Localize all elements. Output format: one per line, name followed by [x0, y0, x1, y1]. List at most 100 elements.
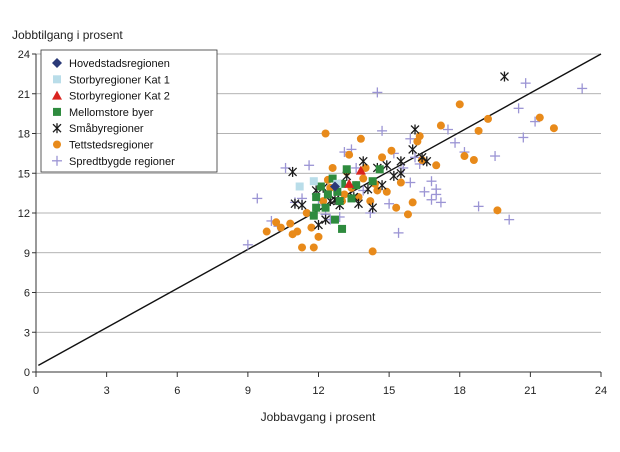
data-point	[577, 83, 588, 94]
data-point	[396, 178, 405, 187]
data-point	[442, 124, 453, 135]
axes: 0 3 6 9 12 15 18 21 24 0 3 6 9 12 15 18 21 24	[18, 49, 607, 397]
data-point	[410, 152, 421, 163]
data-point	[396, 168, 406, 179]
data-point	[328, 174, 337, 183]
data-point	[520, 78, 531, 89]
legend-marker	[52, 155, 62, 166]
data-point	[359, 174, 368, 183]
y-tick-label: 0	[24, 367, 30, 379]
x-axis-title: Jobbavgang i prosent	[261, 410, 376, 424]
legend-label: Storbyregioner Kat 2	[69, 91, 170, 103]
data-point	[450, 137, 461, 148]
data-point	[319, 197, 328, 206]
data-point	[377, 125, 388, 136]
data-point	[410, 124, 420, 135]
data-point	[518, 132, 529, 143]
data-point	[431, 184, 442, 195]
data-point	[484, 114, 492, 123]
x-tick-label: 12	[312, 385, 324, 397]
data-point	[312, 203, 321, 212]
data-point	[242, 239, 253, 250]
data-point	[340, 190, 349, 199]
data-point	[405, 133, 416, 144]
data-point	[354, 198, 363, 209]
data-point	[500, 71, 509, 82]
data-point	[403, 210, 412, 219]
data-point	[382, 160, 392, 171]
data-point	[309, 211, 318, 220]
data-point	[474, 126, 483, 135]
legend-marker	[53, 107, 61, 116]
data-point	[408, 144, 418, 155]
x-tick-label: 9	[245, 385, 251, 397]
x-tick-label: 0	[33, 385, 39, 397]
y-tick-label: 12	[18, 208, 30, 220]
data-point	[378, 153, 387, 162]
legend-marker	[52, 123, 62, 134]
data-point	[252, 193, 263, 204]
x-tick-label: 3	[104, 385, 110, 397]
data-point	[321, 129, 330, 138]
data-point	[345, 150, 354, 159]
data-point	[504, 214, 515, 225]
data-point	[368, 202, 378, 213]
data-point	[286, 219, 295, 228]
legend-marker	[52, 58, 62, 68]
y-tick-label: 3	[24, 327, 30, 339]
data-point	[316, 182, 325, 191]
x-tick-label: 6	[174, 385, 180, 397]
data-point	[351, 162, 362, 173]
data-point	[304, 160, 315, 171]
x-tick-label: 24	[595, 385, 607, 397]
data-point	[432, 161, 441, 170]
data-point	[368, 247, 377, 256]
data-point	[352, 181, 361, 190]
data-point	[276, 223, 285, 232]
legend-label: Storbyregioner Kat 1	[69, 74, 170, 86]
y-tick-label: 15	[18, 168, 30, 180]
data-point	[293, 227, 302, 236]
data-point	[262, 227, 271, 236]
data-point	[330, 215, 339, 224]
data-point	[314, 232, 323, 241]
data-point	[389, 170, 399, 181]
legend-label: Småbyregioner	[69, 123, 144, 135]
y-axis-title: Jobbtilgang i prosent	[12, 28, 123, 42]
data-point	[309, 243, 318, 252]
data-point	[335, 197, 344, 206]
data-point	[460, 152, 469, 161]
data-point	[396, 156, 406, 167]
data-point	[288, 166, 298, 177]
y-tick-label: 24	[18, 49, 30, 61]
data-point	[307, 223, 316, 232]
data-point	[356, 134, 365, 143]
y-tick-label: 21	[18, 89, 30, 101]
legend: Hovedstadsregionen Storbyregioner Kat 1 St…	[40, 49, 218, 173]
data-point	[272, 218, 281, 227]
data-point	[358, 156, 368, 167]
data-point	[298, 243, 307, 252]
data-point	[290, 198, 300, 209]
data-point	[408, 198, 417, 207]
legend-label: Spredtbygde regioner	[69, 156, 175, 168]
data-point	[328, 163, 337, 172]
data-point	[415, 132, 424, 141]
x-tick-label: 15	[383, 385, 395, 397]
y-tick-label: 18	[18, 129, 30, 141]
data-point	[387, 146, 396, 155]
data-point	[338, 179, 347, 188]
data-point	[363, 184, 373, 195]
data-point	[382, 187, 391, 196]
y-tick-label: 9	[24, 248, 30, 260]
data-point	[312, 193, 321, 202]
data-point	[384, 198, 395, 209]
data-point	[321, 214, 331, 225]
data-point	[377, 180, 387, 191]
data-point	[375, 165, 384, 174]
data-point	[530, 116, 541, 127]
data-point	[419, 186, 430, 197]
data-point	[333, 179, 342, 188]
